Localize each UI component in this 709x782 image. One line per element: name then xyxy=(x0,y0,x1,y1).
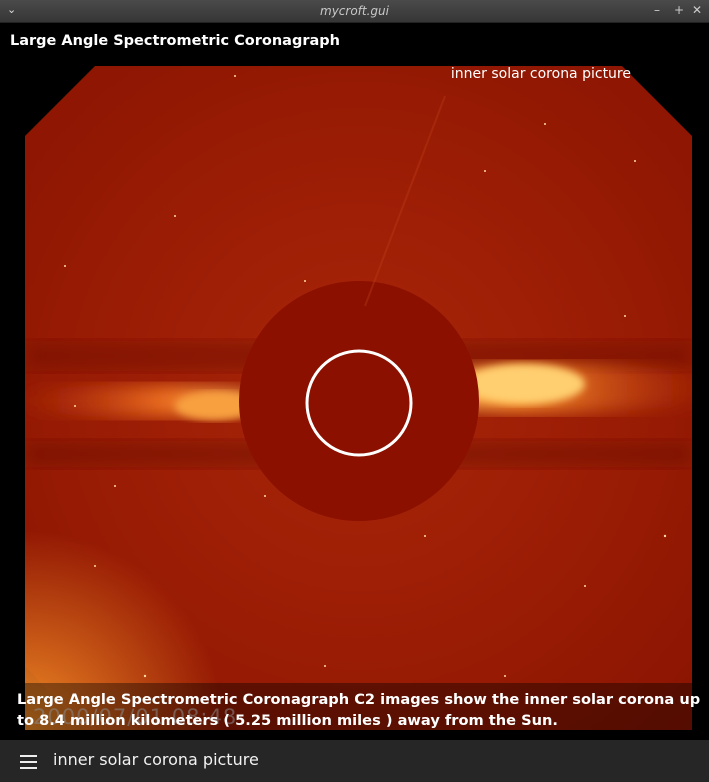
query-text: inner solar corona picture xyxy=(53,750,259,769)
image-caption: inner solar corona picture xyxy=(450,66,631,82)
image-description: Large Angle Spectrometric Coronagraph C2… xyxy=(17,691,701,729)
image-timestamp: 2000/07/01 08:48 xyxy=(33,705,238,729)
close-icon[interactable]: ✕ xyxy=(692,3,703,17)
chevron-down-icon[interactable]: ⌄ xyxy=(7,3,17,16)
page-title: Large Angle Spectrometric Coronagraph xyxy=(10,33,340,49)
hamburger-menu-icon[interactable] xyxy=(20,755,37,769)
maximize-icon[interactable]: + xyxy=(674,3,685,17)
window-title-bar: ⌄ mycroft.gui – + ✕ xyxy=(0,0,709,23)
bottom-bar xyxy=(0,740,709,782)
description-overlay xyxy=(0,683,709,733)
minimize-icon[interactable]: – xyxy=(654,3,660,17)
window-title: mycroft.gui xyxy=(320,4,389,18)
corona-image xyxy=(25,66,692,730)
